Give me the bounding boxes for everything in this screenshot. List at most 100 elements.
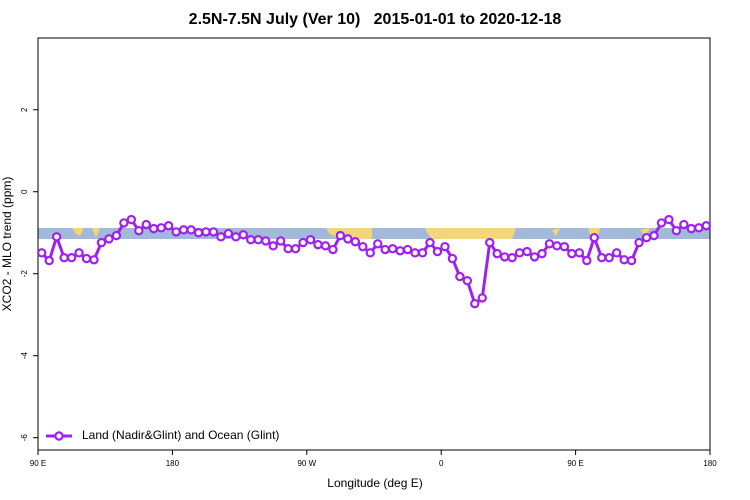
point (649, 230, 659, 241)
point (470, 298, 480, 309)
point (492, 248, 502, 259)
point (283, 244, 293, 254)
point (223, 228, 234, 239)
point (268, 241, 278, 251)
point (656, 218, 667, 228)
legend-label: Land (Nadir&Glint) and Ocean (Glint) (82, 428, 279, 442)
point (253, 234, 263, 245)
point (216, 232, 226, 242)
point (402, 244, 413, 255)
point (462, 275, 473, 286)
x-tick-label: 90 E (30, 459, 46, 468)
point (611, 248, 622, 258)
point (201, 227, 211, 237)
point (507, 253, 517, 263)
point (328, 244, 338, 255)
point (440, 241, 450, 252)
point (544, 239, 555, 249)
point (66, 253, 77, 263)
point (96, 237, 107, 248)
point (425, 237, 435, 248)
point (59, 253, 69, 263)
point (634, 237, 644, 248)
point (432, 246, 443, 257)
point (373, 239, 383, 249)
point (694, 223, 704, 233)
point (641, 232, 652, 243)
x-axis-label: Longitude (deg E) (327, 476, 422, 490)
x-tick-label: 0 (439, 459, 444, 468)
point (597, 253, 607, 263)
point (298, 237, 308, 248)
plot-frame (37, 37, 711, 451)
point (343, 234, 353, 244)
point (358, 241, 368, 252)
point (290, 244, 301, 254)
x-tick-label: 180 (703, 459, 717, 468)
point (193, 228, 204, 238)
point (679, 219, 689, 230)
point (485, 237, 495, 248)
point (604, 253, 614, 263)
point (119, 218, 129, 228)
point (163, 221, 174, 231)
point (626, 255, 637, 266)
point (529, 252, 540, 262)
y-tick-label: -6 (20, 434, 29, 442)
point (111, 230, 122, 241)
point (552, 241, 562, 251)
y-tick-label: 0 (20, 189, 29, 194)
point (149, 223, 159, 234)
point (664, 214, 674, 225)
point (559, 241, 570, 252)
point (37, 248, 47, 258)
point (447, 253, 458, 264)
point (387, 244, 398, 254)
point (305, 234, 316, 245)
point (208, 227, 219, 237)
point (89, 255, 99, 265)
point (686, 223, 697, 234)
point (261, 236, 271, 246)
point (477, 293, 487, 303)
point (395, 246, 405, 256)
point (522, 246, 532, 257)
y-tick-label: -4 (20, 352, 29, 360)
point (178, 225, 189, 235)
point (134, 225, 144, 236)
point (365, 248, 375, 258)
point (320, 241, 331, 251)
point (51, 232, 62, 242)
point (537, 248, 547, 259)
point (455, 271, 465, 282)
y-tick-label: -2 (20, 270, 29, 278)
point (313, 239, 323, 250)
point (186, 225, 196, 235)
point (275, 236, 286, 246)
point (350, 237, 361, 247)
x-tick-label: 90 E (567, 459, 583, 468)
point (589, 232, 599, 243)
point (81, 253, 92, 264)
point (417, 248, 428, 258)
point (141, 219, 151, 230)
point (335, 230, 346, 241)
point (567, 248, 577, 259)
point (126, 214, 137, 225)
x-tick-label: 90 W (297, 459, 316, 468)
y-axis-label: XCO2 - MLO trend (ppm) (0, 177, 14, 312)
point (246, 234, 256, 245)
point (231, 232, 241, 242)
point (514, 248, 525, 258)
point (104, 234, 114, 244)
point (171, 227, 181, 237)
point (380, 244, 390, 255)
point (410, 248, 420, 258)
point (499, 252, 510, 262)
point (701, 221, 711, 231)
legend-marker (54, 431, 64, 441)
point (238, 230, 249, 240)
point (74, 248, 84, 258)
point (574, 248, 585, 258)
